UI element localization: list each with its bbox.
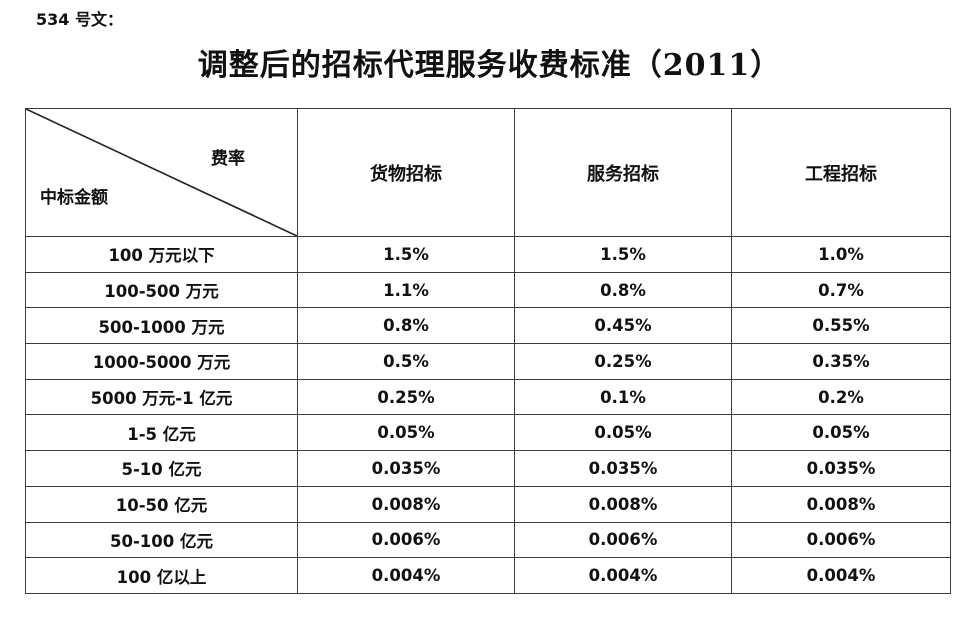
- goods-rate-cell: 0.008%: [297, 485, 515, 523]
- table-row: 100 亿以上 0.004% 0.004% 0.004%: [25, 557, 951, 594]
- engineering-rate-cell: 0.004%: [731, 557, 951, 594]
- diagonal-divider-line: [26, 109, 297, 236]
- engineering-rate-cell: 0.55%: [731, 307, 951, 345]
- fee-table-header: 费率 中标金额 货物招标 服务招标 工程招标: [25, 108, 951, 237]
- goods-rate-cell: 0.004%: [297, 557, 515, 594]
- fee-table-body: 100 万元以下 1.5% 1.5% 1.0% 100-500 万元 1.1% …: [25, 236, 951, 594]
- column-header-service-bidding: 服务招标: [514, 108, 732, 237]
- service-rate-cell: 0.1%: [514, 378, 732, 416]
- header-row: 费率 中标金额 货物招标 服务招标 工程招标: [25, 108, 951, 237]
- engineering-rate-cell: 0.7%: [731, 271, 951, 309]
- service-rate-cell: 0.035%: [514, 450, 732, 487]
- engineering-rate-cell: 0.035%: [731, 450, 951, 487]
- corner-amount-label: 中标金额: [40, 188, 108, 208]
- table-row: 100-500 万元 1.1% 0.8% 0.7%: [25, 271, 951, 309]
- goods-rate-cell: 0.5%: [297, 343, 515, 380]
- column-header-engineering-bidding: 工程招标: [731, 108, 951, 237]
- engineering-rate-cell: 0.006%: [731, 521, 951, 559]
- engineering-rate-cell: 0.05%: [731, 414, 951, 452]
- column-header-goods-bidding: 货物招标: [297, 108, 515, 237]
- amount-tier-cell: 5-10 亿元: [25, 450, 298, 487]
- service-rate-cell: 0.05%: [514, 414, 732, 452]
- table-row: 100 万元以下 1.5% 1.5% 1.0%: [25, 236, 951, 273]
- amount-tier-cell: 500-1000 万元: [25, 307, 298, 345]
- table-row: 500-1000 万元 0.8% 0.45% 0.55%: [25, 307, 951, 345]
- engineering-rate-cell: 0.35%: [731, 343, 951, 380]
- table-row: 5000 万元-1 亿元 0.25% 0.1% 0.2%: [25, 378, 951, 416]
- corner-fee-rate-label: 费率: [211, 149, 245, 169]
- doc-number-label: 534 号文：: [36, 10, 123, 29]
- goods-rate-cell: 0.05%: [297, 414, 515, 452]
- amount-tier-cell: 100 万元以下: [25, 236, 298, 273]
- service-rate-cell: 0.45%: [514, 307, 732, 345]
- engineering-rate-cell: 0.2%: [731, 378, 951, 416]
- table-row: 10-50 亿元 0.008% 0.008% 0.008%: [25, 485, 951, 523]
- goods-rate-cell: 1.5%: [297, 236, 515, 273]
- service-rate-cell: 0.25%: [514, 343, 732, 380]
- service-rate-cell: 0.8%: [514, 271, 732, 309]
- service-rate-cell: 1.5%: [514, 236, 732, 273]
- engineering-rate-cell: 0.008%: [731, 485, 951, 523]
- corner-header-cell: 费率 中标金额: [25, 108, 298, 237]
- table-row: 5-10 亿元 0.035% 0.035% 0.035%: [25, 450, 951, 487]
- amount-tier-cell: 1000-5000 万元: [25, 343, 298, 380]
- table-row: 50-100 亿元 0.006% 0.006% 0.006%: [25, 521, 951, 559]
- service-rate-cell: 0.004%: [514, 557, 732, 594]
- goods-rate-cell: 0.035%: [297, 450, 515, 487]
- service-rate-cell: 0.006%: [514, 521, 732, 559]
- amount-tier-cell: 100 亿以上: [25, 557, 298, 594]
- table-row: 1-5 亿元 0.05% 0.05% 0.05%: [25, 414, 951, 452]
- goods-rate-cell: 0.25%: [297, 378, 515, 416]
- amount-tier-cell: 50-100 亿元: [25, 521, 298, 559]
- service-rate-cell: 0.008%: [514, 485, 732, 523]
- amount-tier-cell: 5000 万元-1 亿元: [25, 378, 298, 416]
- amount-tier-cell: 100-500 万元: [25, 271, 298, 309]
- fee-rate-table: 费率 中标金额 货物招标 服务招标 工程招标 100 万元以下 1.5% 1.5…: [25, 108, 951, 594]
- table-row: 1000-5000 万元 0.5% 0.25% 0.35%: [25, 343, 951, 380]
- amount-tier-cell: 10-50 亿元: [25, 485, 298, 523]
- amount-tier-cell: 1-5 亿元: [25, 414, 298, 452]
- document-page: 534 号文： 调整后的招标代理服务收费标准（2011） 费率 中标金额 货物招…: [0, 8, 979, 594]
- goods-rate-cell: 0.006%: [297, 521, 515, 559]
- goods-rate-cell: 1.1%: [297, 271, 515, 309]
- engineering-rate-cell: 1.0%: [731, 236, 951, 273]
- page-title: 调整后的招标代理服务收费标准（2011）: [197, 48, 782, 83]
- goods-rate-cell: 0.8%: [297, 307, 515, 345]
